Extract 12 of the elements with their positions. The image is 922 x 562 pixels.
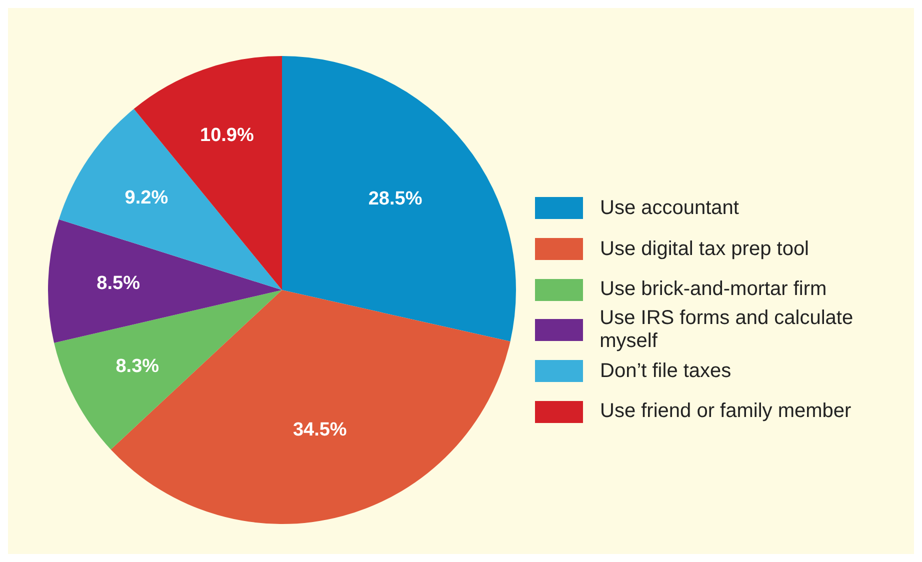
data-label: 9.2% [124,187,168,208]
data-label: 8.5% [96,272,140,294]
data-label: 8.3% [116,356,160,378]
legend-label: Use IRS forms and calculate myself [600,307,854,354]
data-label: 34.5% [292,419,347,440]
legend-label: Don’t file taxes [600,360,732,383]
data-label: 10.9% [200,124,254,146]
legend-label: Use digital tax prep tool [600,238,810,261]
legend-label: Use brick-and-mortar firm [600,278,827,302]
legend-label: Use friend or family member [600,400,852,424]
data-label: 28.5% [368,188,422,210]
legend-label: Use accountant [600,196,739,220]
